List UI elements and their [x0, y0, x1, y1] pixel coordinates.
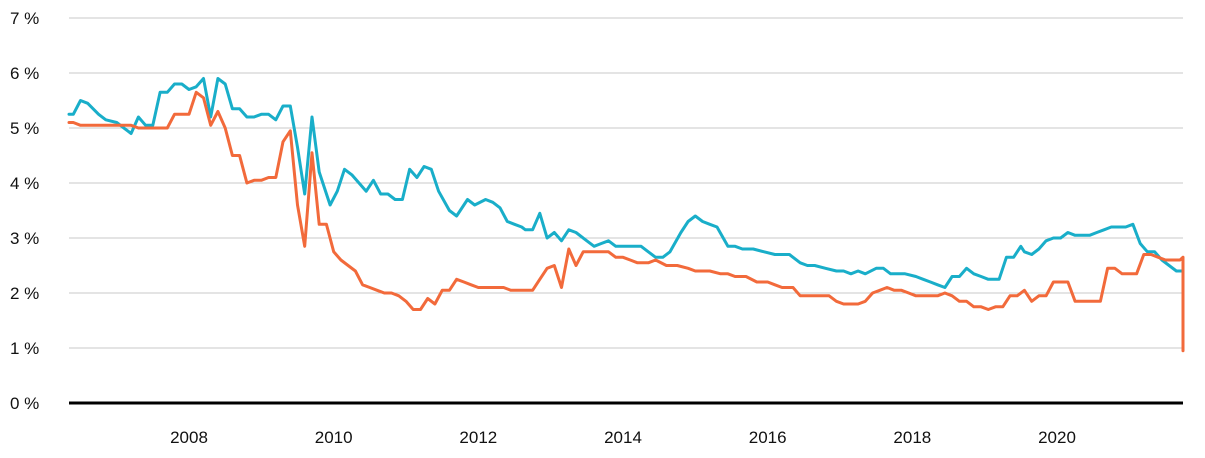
- x-tick-label: 2020: [1038, 428, 1076, 447]
- x-axis-tick-labels: 2008 2010 2012 2014 2016 2018 2020: [170, 428, 1076, 447]
- y-tick-label: 1 %: [10, 339, 39, 358]
- y-tick-label: 4 %: [10, 174, 39, 193]
- y-tick-label: 6 %: [10, 64, 39, 83]
- y-tick-label: 5 %: [10, 119, 39, 138]
- x-tick-label: 2016: [749, 428, 787, 447]
- x-tick-label: 2018: [893, 428, 931, 447]
- x-tick-label: 2014: [604, 428, 642, 447]
- x-tick-label: 2008: [170, 428, 208, 447]
- gridlines: [69, 17, 1183, 349]
- x-tick-label: 2010: [315, 428, 353, 447]
- y-tick-label: 0 %: [10, 394, 39, 413]
- y-tick-label: 3 %: [10, 229, 39, 248]
- series-line-1: [67, 77, 1185, 328]
- series-line-2: [67, 90, 1185, 353]
- y-axis-tick-labels: 0 % 1 % 2 % 3 % 4 % 5 % 6 % 7 %: [10, 9, 39, 413]
- x-tick-label: 2012: [459, 428, 497, 447]
- series-lines: [67, 77, 1185, 353]
- y-tick-label: 7 %: [10, 9, 39, 28]
- y-tick-label: 2 %: [10, 284, 39, 303]
